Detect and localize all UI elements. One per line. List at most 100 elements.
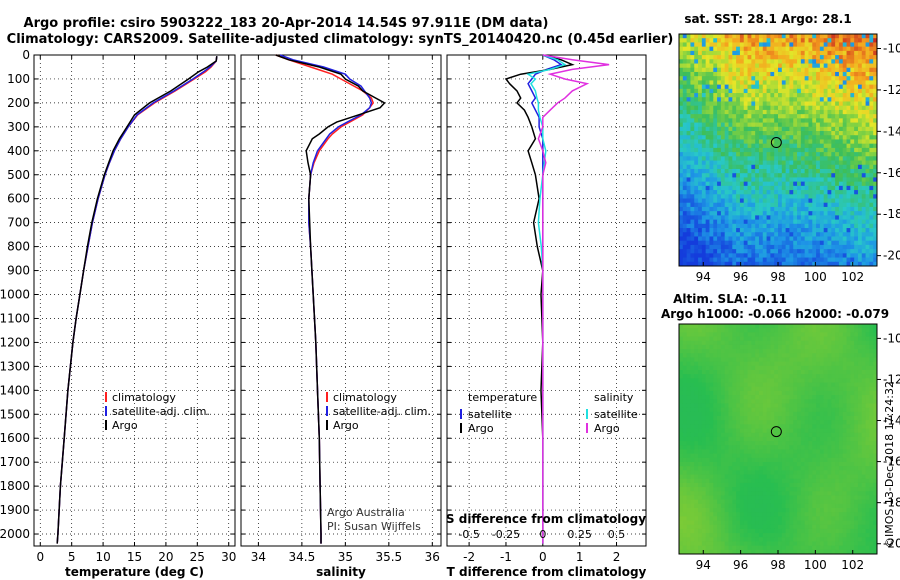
map-cell: [732, 257, 737, 263]
map-cell: [865, 453, 870, 459]
map-cell: [709, 88, 714, 94]
map-cell: [743, 101, 749, 107]
map-cell: [770, 378, 775, 384]
map-cell: [804, 177, 809, 183]
map-cell: [846, 257, 851, 263]
map-cell: [766, 219, 771, 225]
map-cell: [831, 332, 836, 338]
map-cell: [709, 190, 714, 195]
map-cell: [686, 236, 691, 242]
map-cell: [812, 122, 817, 128]
map-cell: [785, 336, 790, 342]
map-cell: [778, 126, 783, 132]
map-cell: [679, 126, 684, 132]
map-cell: [846, 223, 851, 229]
map-cell: [694, 46, 699, 52]
map-cell: [781, 211, 787, 216]
map-cell: [778, 357, 783, 363]
map-cell: [755, 160, 760, 166]
map-cell: [857, 344, 863, 350]
map-cell: [705, 80, 710, 86]
map-cell: [720, 46, 726, 52]
map-lon-label: 94: [696, 270, 711, 284]
map-cell: [842, 118, 848, 124]
map-cell: [686, 173, 691, 178]
map-cell: [717, 261, 722, 267]
map-cell: [762, 50, 768, 56]
s-axis-label: S difference from climatology: [446, 512, 646, 526]
map-cell: [808, 441, 813, 446]
map-cell: [686, 249, 691, 254]
map-cell: [739, 173, 745, 178]
map-cell: [800, 139, 806, 145]
map-cell: [758, 34, 764, 39]
map-cell: [698, 84, 703, 90]
map-cell: [770, 88, 775, 94]
map-cell: [854, 50, 859, 56]
map-cell: [743, 122, 749, 128]
map-cell: [720, 211, 726, 216]
map-cell: [793, 324, 798, 329]
map-cell: [797, 156, 802, 162]
map-cell: [705, 261, 710, 267]
map-cell: [709, 374, 714, 379]
map-cell: [713, 395, 718, 400]
map-cell: [854, 244, 859, 250]
map-cell: [690, 353, 695, 358]
map-cell: [827, 395, 832, 400]
map-cell: [736, 185, 741, 191]
map-cell: [854, 59, 859, 65]
map-cell: [800, 181, 806, 187]
map-cell: [835, 228, 840, 233]
map-cell: [774, 160, 779, 166]
map-cell: [762, 126, 768, 132]
map-cell: [846, 361, 851, 367]
map-cell: [793, 244, 798, 250]
map-cell: [850, 173, 855, 178]
map-cell: [778, 46, 783, 52]
map-cell: [873, 361, 878, 367]
map-cell: [823, 436, 828, 442]
map-cell: [774, 223, 779, 229]
map-cell: [804, 403, 809, 409]
map-cell: [751, 59, 756, 65]
x-tick-label: -2: [463, 550, 475, 564]
map-cell: [846, 416, 851, 421]
map-cell: [812, 84, 817, 90]
map-cell: [724, 436, 729, 442]
map-cell: [781, 416, 787, 421]
map-cell: [865, 420, 870, 425]
map-cell: [758, 71, 764, 77]
map-cell: [690, 261, 695, 267]
map-cell: [823, 223, 828, 229]
map-cell: [816, 97, 821, 102]
x-tick-label: 20: [158, 550, 173, 564]
map-cell: [698, 445, 703, 450]
map-cell: [797, 97, 802, 102]
map-cell: [743, 109, 749, 115]
map-cell: [728, 63, 733, 69]
map-cell: [709, 135, 714, 140]
map-cell: [739, 344, 745, 350]
map-cell: [709, 215, 714, 221]
map-cell: [755, 97, 760, 102]
map-cell: [842, 357, 848, 363]
map-cell: [694, 253, 699, 259]
map-cell: [854, 232, 859, 237]
map-cell: [861, 449, 867, 455]
map-cell: [758, 374, 764, 379]
map-cell: [850, 147, 855, 153]
depth-tick-label: 1400: [0, 383, 30, 397]
map-cell: [720, 416, 726, 421]
map-cell: [827, 55, 832, 60]
map-cell: [679, 399, 684, 404]
map-cell: [755, 88, 760, 94]
map-cell: [701, 395, 707, 400]
map-cell: [846, 211, 851, 216]
map-cell: [861, 38, 867, 43]
map-cell: [755, 109, 760, 115]
map-cell: [850, 411, 855, 417]
map-cell: [686, 143, 691, 149]
map-cell: [827, 219, 832, 225]
map-cell: [701, 135, 707, 140]
